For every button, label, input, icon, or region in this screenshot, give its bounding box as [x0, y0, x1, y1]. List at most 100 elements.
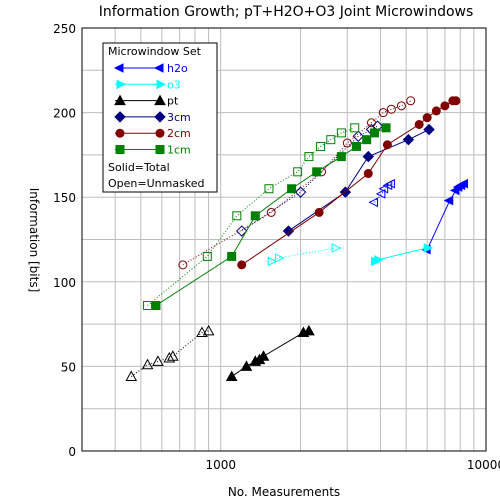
series-1cm [143, 123, 391, 310]
point-h2o-unmasked [385, 178, 395, 189]
point-1cm-unmasked [202, 251, 212, 261]
point-pt-unmasked [125, 370, 138, 382]
point-2cm-unmasked [396, 101, 406, 111]
legend-label: pt [167, 95, 179, 108]
point-2cm-unmasked [378, 108, 388, 118]
legend-item-pt: pt [114, 94, 179, 108]
x-tick-label: 1000 [205, 458, 236, 472]
point-2cm-total [363, 169, 373, 179]
point-2cm-unmasked [386, 104, 396, 114]
legend-marker [114, 111, 126, 123]
point-2cm-unmasked [178, 260, 188, 270]
legend-marker [155, 145, 165, 154]
point-pt-total [240, 360, 253, 371]
point-pt-total [257, 350, 270, 361]
legend-marker [156, 79, 167, 90]
point-1cm-unmasked [293, 167, 303, 177]
legend-label: 3cm [167, 111, 191, 124]
point-o3-unmasked [331, 243, 342, 253]
point-2cm-total [451, 96, 461, 106]
point-2cm-total [314, 207, 324, 217]
point-1cm-unmasked [336, 128, 346, 138]
y-axis-label: Information [bits] [27, 188, 41, 293]
point-3cm-unmasked [294, 186, 307, 198]
plot-frame [81, 27, 487, 452]
point-1cm-total [287, 184, 297, 194]
point-o3-unmasked [267, 256, 278, 267]
legend-item-1cm: 1cm [115, 144, 191, 157]
point-1cm-total [227, 251, 237, 261]
point-2cm-unmasked [266, 207, 276, 217]
point-1cm-total [312, 167, 322, 177]
point-pt-unmasked [152, 355, 164, 366]
point-2cm-total [440, 101, 450, 111]
point-3cm-total [282, 225, 295, 237]
legend-title: Microwindow Set [108, 45, 202, 58]
point-pt-unmasked [202, 324, 215, 336]
point-pt-unmasked [141, 358, 154, 370]
point-h2o-unmasked [375, 189, 386, 199]
series-o3 [267, 243, 434, 267]
y-tick-label: 150 [53, 191, 76, 205]
point-1cm-unmasked [143, 300, 153, 310]
point-1cm-unmasked [232, 211, 242, 221]
legend-item-3cm: 3cm [114, 111, 191, 124]
point-h2o-unmasked [378, 183, 389, 194]
point-2cm-unmasked [342, 138, 352, 148]
legend-item-h2o: h2o [113, 62, 188, 75]
legend-marker [154, 111, 166, 123]
legend-item-o3: o3 [115, 78, 181, 91]
legend-marker [115, 145, 125, 154]
point-pt-total [303, 324, 315, 336]
legend-note-open: Open=Unmasked [108, 177, 205, 190]
point-pt-unmasked [166, 350, 179, 361]
point-1cm-unmasked [326, 135, 336, 145]
x-tick-label: 10000 [467, 458, 500, 472]
point-h2o-total [458, 178, 469, 189]
series-h2o [368, 178, 469, 255]
point-2cm-total [414, 119, 424, 129]
point-2cm-total [431, 106, 441, 116]
point-pt-unmasked [163, 351, 176, 363]
point-1cm-total [362, 135, 372, 145]
series-layer [125, 96, 469, 382]
point-1cm-total [381, 123, 391, 133]
point-2cm-total [382, 140, 392, 150]
point-3cm-unmasked [352, 130, 364, 142]
point-pt-total [225, 370, 238, 382]
point-1cm-unmasked [304, 152, 314, 162]
point-o3-total [423, 243, 434, 253]
legend-item-2cm: 2cm [115, 127, 191, 140]
legend-marker [153, 63, 164, 73]
legend-label: 1cm [167, 144, 191, 157]
point-1cm-unmasked [264, 184, 274, 194]
legend-note-solid: Solid=Total [108, 161, 170, 174]
series-2cm [178, 96, 461, 270]
point-3cm-total [362, 150, 374, 163]
point-h2o-total [443, 195, 454, 206]
series-pt [125, 324, 315, 382]
legend: Microwindow Set h2o o3 pt 3cm 2cm 1cm Solid=T… [102, 42, 218, 193]
point-1cm-unmasked [316, 141, 326, 151]
legend-label: 2cm [167, 127, 191, 140]
legend-marker [154, 94, 166, 106]
point-1cm-total [250, 211, 260, 221]
series-2cm-total-line [241, 100, 456, 266]
point-1cm-total [336, 152, 346, 162]
point-o3-unmasked [274, 253, 285, 263]
legend-marker [113, 63, 124, 73]
legend-label: h2o [167, 62, 188, 75]
y-tick-label: 200 [53, 107, 76, 121]
point-2cm-unmasked [366, 118, 376, 128]
y-tick-label: 250 [53, 22, 76, 36]
point-2cm-total [422, 113, 432, 123]
point-1cm-total [151, 300, 161, 310]
legend-label: o3 [167, 78, 181, 91]
x-axis-label: No. Measurements [228, 485, 340, 499]
point-o3-total [374, 254, 384, 265]
series-3cm-unmasked-line [241, 125, 378, 232]
chart-title: Information Growth; pT+H2O+O3 Joint Micr… [99, 4, 474, 20]
y-tick-label: 50 [61, 360, 76, 374]
point-1cm-unmasked [350, 123, 360, 133]
